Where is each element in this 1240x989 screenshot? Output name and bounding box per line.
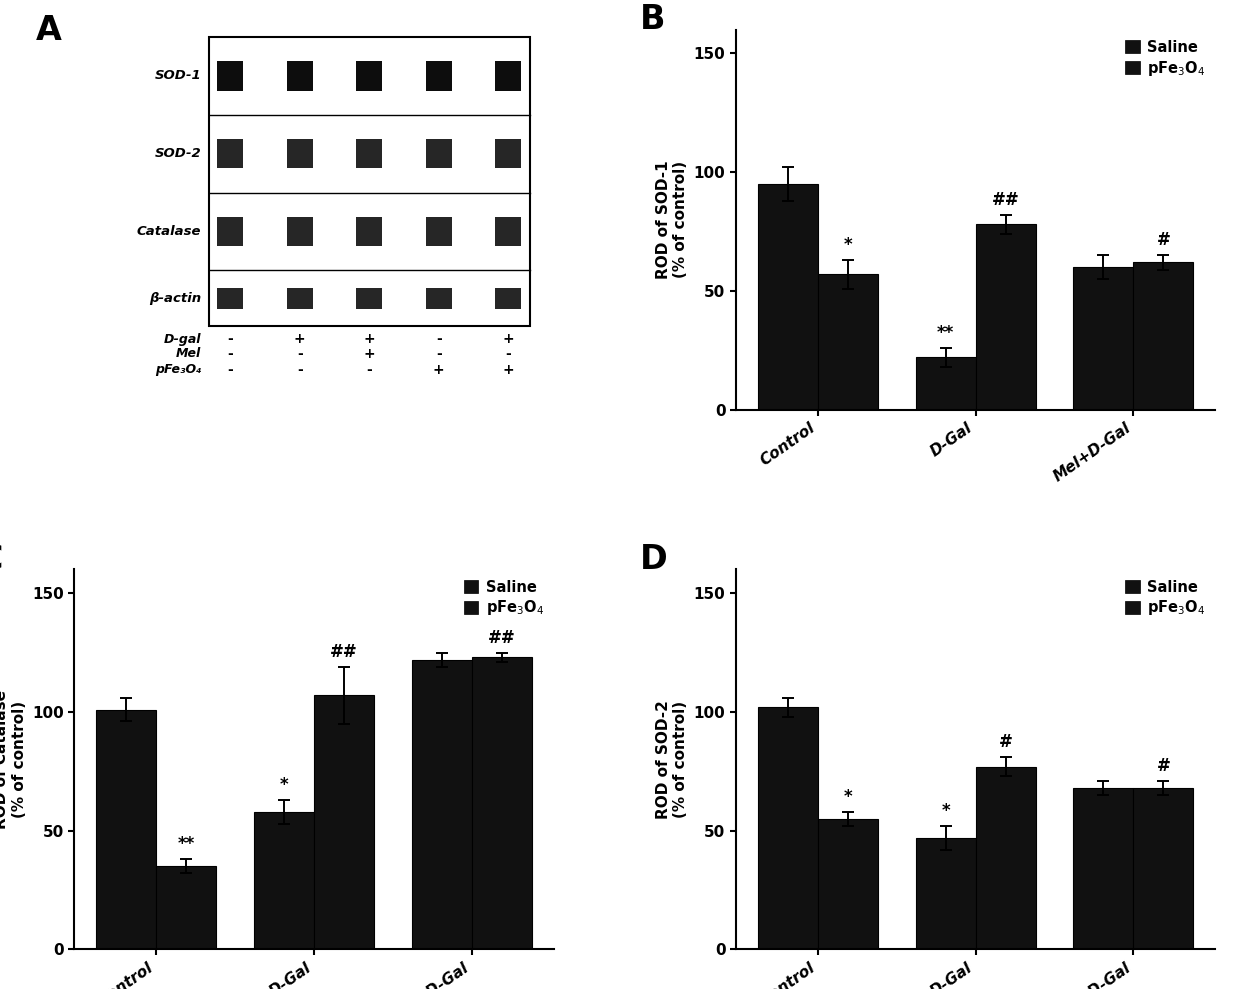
Bar — [217, 288, 243, 310]
Text: -: - — [506, 346, 511, 361]
Bar — [915, 838, 976, 949]
Bar — [356, 138, 382, 168]
Text: ##: ## — [489, 629, 516, 647]
Text: #: # — [1157, 757, 1171, 774]
Bar — [1133, 788, 1193, 949]
Bar — [412, 660, 472, 949]
Text: +: + — [502, 363, 515, 377]
Bar — [425, 288, 451, 310]
Text: Catalase: Catalase — [136, 225, 201, 238]
Bar — [97, 709, 156, 949]
Legend: Saline, pFe$_3$O$_4$: Saline, pFe$_3$O$_4$ — [1122, 577, 1208, 620]
Text: SOD-2: SOD-2 — [155, 147, 201, 160]
Bar — [286, 288, 312, 310]
Bar — [217, 217, 243, 246]
Bar — [915, 357, 976, 409]
Text: -: - — [435, 346, 441, 361]
Text: B: B — [640, 3, 666, 36]
Bar — [817, 274, 878, 409]
Text: *: * — [280, 775, 289, 794]
Text: Mel: Mel — [176, 347, 201, 360]
Bar — [976, 225, 1035, 409]
Text: ##: ## — [330, 643, 358, 661]
Bar — [217, 138, 243, 168]
Bar — [1074, 788, 1133, 949]
Bar — [758, 184, 817, 409]
Bar — [425, 138, 451, 168]
Text: D-gal: D-gal — [164, 332, 201, 346]
Text: +: + — [502, 332, 515, 346]
Bar — [217, 61, 243, 91]
Text: C: C — [0, 543, 2, 576]
Bar — [425, 61, 451, 91]
Text: -: - — [227, 363, 233, 377]
Bar — [208, 37, 529, 326]
Y-axis label: ROD of SOD-2
(% of control): ROD of SOD-2 (% of control) — [656, 700, 688, 819]
Bar — [356, 61, 382, 91]
Bar — [356, 288, 382, 310]
Text: D: D — [640, 543, 668, 576]
Text: β-actin: β-actin — [149, 292, 201, 305]
Bar — [495, 288, 521, 310]
Bar — [472, 658, 532, 949]
Bar — [254, 812, 314, 949]
Bar — [1074, 267, 1133, 409]
Text: **: ** — [177, 836, 195, 854]
Legend: Saline, pFe$_3$O$_4$: Saline, pFe$_3$O$_4$ — [1122, 37, 1208, 80]
Text: SOD-1: SOD-1 — [155, 69, 201, 82]
Text: -: - — [227, 332, 233, 346]
Text: +: + — [294, 332, 305, 346]
Bar — [156, 866, 216, 949]
Text: #: # — [998, 733, 1013, 751]
Text: +: + — [433, 363, 444, 377]
Text: pFe₃O₄: pFe₃O₄ — [155, 363, 201, 377]
Bar — [286, 138, 312, 168]
Legend: Saline, pFe$_3$O$_4$: Saline, pFe$_3$O$_4$ — [461, 577, 547, 620]
Text: *: * — [941, 802, 950, 820]
Text: #: # — [1157, 231, 1171, 249]
Bar — [1133, 262, 1193, 409]
Text: **: ** — [937, 324, 954, 342]
Bar — [495, 61, 521, 91]
Text: ##: ## — [992, 191, 1019, 209]
Bar — [758, 707, 817, 949]
Text: -: - — [227, 346, 233, 361]
Y-axis label: ROD of Catalase
(% of control): ROD of Catalase (% of control) — [0, 690, 27, 829]
Bar — [286, 217, 312, 246]
Y-axis label: ROD of SOD-1
(% of control): ROD of SOD-1 (% of control) — [656, 160, 688, 279]
Bar — [286, 61, 312, 91]
Bar — [817, 819, 878, 949]
Text: -: - — [296, 346, 303, 361]
Text: *: * — [843, 236, 852, 254]
Text: +: + — [363, 332, 374, 346]
Bar — [356, 217, 382, 246]
Text: +: + — [363, 346, 374, 361]
Bar — [976, 766, 1035, 949]
Text: A: A — [36, 15, 62, 47]
Bar — [314, 695, 374, 949]
Text: -: - — [366, 363, 372, 377]
Bar — [425, 217, 451, 246]
Bar — [495, 217, 521, 246]
Bar — [495, 138, 521, 168]
Text: -: - — [435, 332, 441, 346]
Text: *: * — [843, 787, 852, 806]
Text: -: - — [296, 363, 303, 377]
